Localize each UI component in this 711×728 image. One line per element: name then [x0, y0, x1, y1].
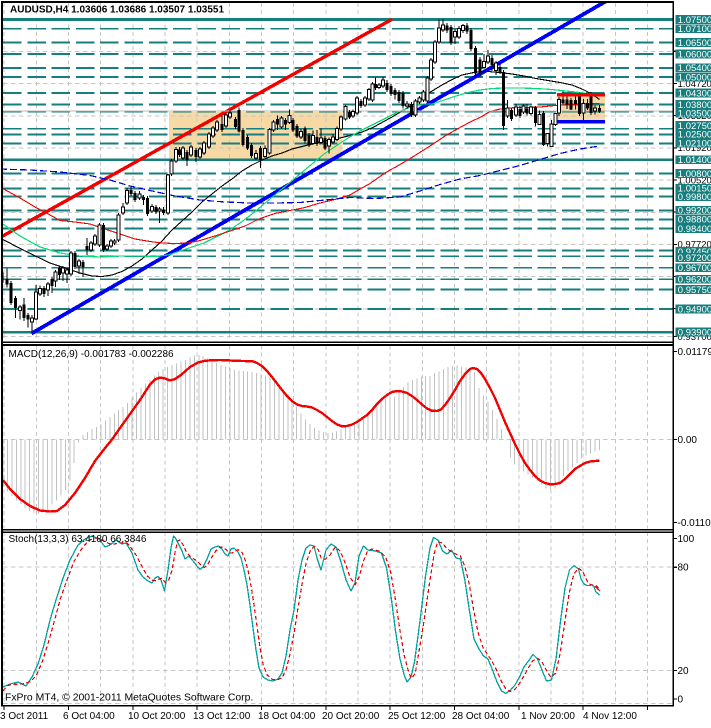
svg-text:1.06000: 1.06000 — [678, 49, 711, 60]
svg-text:FxPro MT4, © 2001-2011 MetaQuo: FxPro MT4, © 2001-2011 MetaQuotes Softwa… — [5, 693, 253, 704]
svg-text:0.99800: 0.99800 — [678, 192, 711, 203]
svg-text:1.01400: 1.01400 — [678, 155, 711, 166]
svg-text:13 Oct 12:00: 13 Oct 12:00 — [193, 711, 251, 722]
svg-text:-0.01100: -0.01100 — [678, 518, 711, 529]
svg-text:80: 80 — [678, 563, 690, 574]
svg-text:1.07100: 1.07100 — [678, 24, 711, 35]
svg-text:3 Oct 2011: 3 Oct 2011 — [0, 711, 49, 722]
svg-text:28 Oct 04:00: 28 Oct 04:00 — [452, 711, 510, 722]
svg-text:100: 100 — [678, 534, 695, 545]
svg-text:0: 0 — [678, 695, 684, 706]
svg-text:0.00: 0.00 — [678, 435, 698, 446]
svg-text:25 Oct 12:00: 25 Oct 12:00 — [388, 711, 446, 722]
svg-text:10 Oct 20:00: 10 Oct 20:00 — [128, 711, 186, 722]
svg-text:0.94900: 0.94900 — [678, 304, 711, 315]
svg-text:1.05000: 1.05000 — [678, 72, 711, 83]
svg-text:6 Oct 04:00: 6 Oct 04:00 — [63, 711, 115, 722]
svg-text:Stoch(13,3,3) 63.4180 66.3846: Stoch(13,3,3) 63.4180 66.3846 — [9, 534, 147, 545]
svg-text:1.03500: 1.03500 — [678, 109, 711, 120]
svg-text:1.04300: 1.04300 — [678, 88, 711, 99]
svg-text:0.95750: 0.95750 — [678, 285, 711, 296]
svg-text:1 Nov 20:00: 1 Nov 20:00 — [521, 711, 575, 722]
svg-text:1.00800: 1.00800 — [678, 169, 711, 180]
svg-text:20 Oct 20:00: 20 Oct 20:00 — [322, 711, 380, 722]
svg-text:AUDUSD,H4 1.03606 1.03686 1.0: AUDUSD,H4 1.03606 1.03686 1.03507 1.0355… — [10, 5, 224, 16]
svg-text:4 Nov 12:00: 4 Nov 12:00 — [583, 711, 637, 722]
svg-text:0.93900: 0.93900 — [678, 327, 711, 338]
svg-text:0.98400: 0.98400 — [678, 224, 711, 235]
svg-text:1.02100: 1.02100 — [678, 138, 711, 149]
svg-text:18 Oct 04:00: 18 Oct 04:00 — [258, 711, 316, 722]
svg-text:0.01179: 0.01179 — [678, 347, 711, 358]
svg-text:20: 20 — [678, 666, 690, 677]
svg-text:0.96700: 0.96700 — [678, 263, 711, 274]
svg-text:MACD(12,26,9) -0.001783 -0.002: MACD(12,26,9) -0.001783 -0.002286 — [9, 349, 175, 360]
svg-text:1.06500: 1.06500 — [678, 38, 711, 49]
